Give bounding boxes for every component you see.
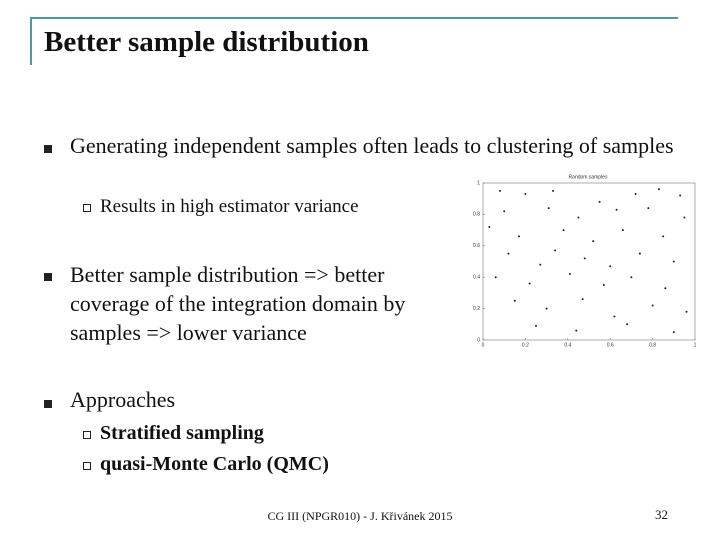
- sample-point: [545, 307, 548, 310]
- sample-point: [609, 265, 612, 268]
- sample-point: [630, 276, 633, 279]
- y-tick-label: 1: [477, 180, 480, 186]
- sample-point: [568, 273, 571, 276]
- y-tick-label: 0: [477, 337, 480, 343]
- bullet-text: Better sample distribution => better cov…: [70, 262, 406, 345]
- sample-point: [494, 276, 497, 279]
- sample-point: [551, 189, 554, 192]
- sample-point: [598, 200, 601, 203]
- slide-title: Better sample distribution: [44, 26, 369, 58]
- sample-point: [672, 260, 675, 263]
- sample-point: [535, 324, 537, 327]
- bullet: [44, 273, 52, 281]
- y-tick-label: 0.4: [473, 275, 480, 281]
- sample-point: [613, 315, 616, 318]
- footer-text: CG III (NPGR010) - J. Křivánek 2015: [267, 509, 453, 523]
- scatter-chart: Random samples 0 0.2 0.4 0.6 0.8 1 0 0.2 0.4 0.6 0…: [473, 174, 697, 348]
- sample-point: [651, 304, 654, 307]
- sample-point: [507, 252, 510, 255]
- sub-bullet: [83, 462, 91, 470]
- sample-point: [664, 287, 667, 290]
- frame-left: [30, 17, 32, 65]
- sample-point: [575, 329, 578, 332]
- bullet-text: Generating independent samples often lea…: [70, 133, 674, 158]
- sample-point: [685, 310, 688, 313]
- x-tick-label: 1: [694, 342, 697, 348]
- sub-bullet: [83, 204, 91, 212]
- sample-point: [539, 263, 542, 266]
- x-tick-label: 0.4: [564, 342, 571, 348]
- sample-point: [583, 257, 586, 260]
- x-tick-label: 0.6: [607, 342, 614, 348]
- page-number: 32: [655, 507, 668, 522]
- sample-point: [638, 252, 641, 255]
- frame-top: [30, 17, 678, 19]
- sample-point: [657, 188, 660, 191]
- sub-bullet-text: Stratified sampling: [100, 422, 264, 444]
- sample-point: [679, 194, 682, 197]
- sample-point: [513, 299, 516, 302]
- bullet-text: Approaches: [70, 387, 176, 412]
- bullet: [44, 400, 52, 408]
- sample-point: [581, 298, 584, 301]
- sample-point: [554, 249, 557, 252]
- sample-point: [626, 323, 629, 326]
- sample-point: [488, 225, 491, 228]
- sample-point: [634, 192, 637, 195]
- sample-point: [524, 192, 527, 195]
- plot-frame: [482, 182, 696, 341]
- sample-point: [602, 284, 605, 287]
- sample-point: [672, 331, 675, 334]
- y-tick-label: 0.2: [473, 306, 480, 312]
- y-tick-label: 0.8: [473, 212, 480, 218]
- x-tick-label: 0.2: [522, 342, 529, 348]
- sample-point: [592, 240, 595, 243]
- sample-point: [503, 210, 506, 213]
- chart-title: Random samples: [569, 174, 608, 180]
- sample-point: [577, 216, 580, 219]
- x-tick-label: 0: [482, 342, 485, 348]
- sample-point: [621, 229, 624, 232]
- sub-bullet-text: quasi-Monte Carlo (QMC): [100, 453, 329, 475]
- sample-point: [562, 229, 565, 232]
- bullet: [44, 145, 52, 153]
- sample-point: [615, 208, 618, 211]
- sample-point: [498, 189, 501, 192]
- sample-point: [662, 235, 665, 238]
- sample-point: [647, 207, 650, 210]
- sub-bullet: [83, 431, 91, 439]
- x-tick-label: 0.8: [649, 342, 656, 348]
- sample-point: [683, 216, 686, 219]
- sample-point: [547, 207, 550, 210]
- y-tick-label: 0.6: [473, 243, 480, 249]
- sample-point: [518, 235, 521, 238]
- sample-point: [528, 282, 531, 285]
- sub-bullet-text: Results in high estimator variance: [100, 196, 359, 217]
